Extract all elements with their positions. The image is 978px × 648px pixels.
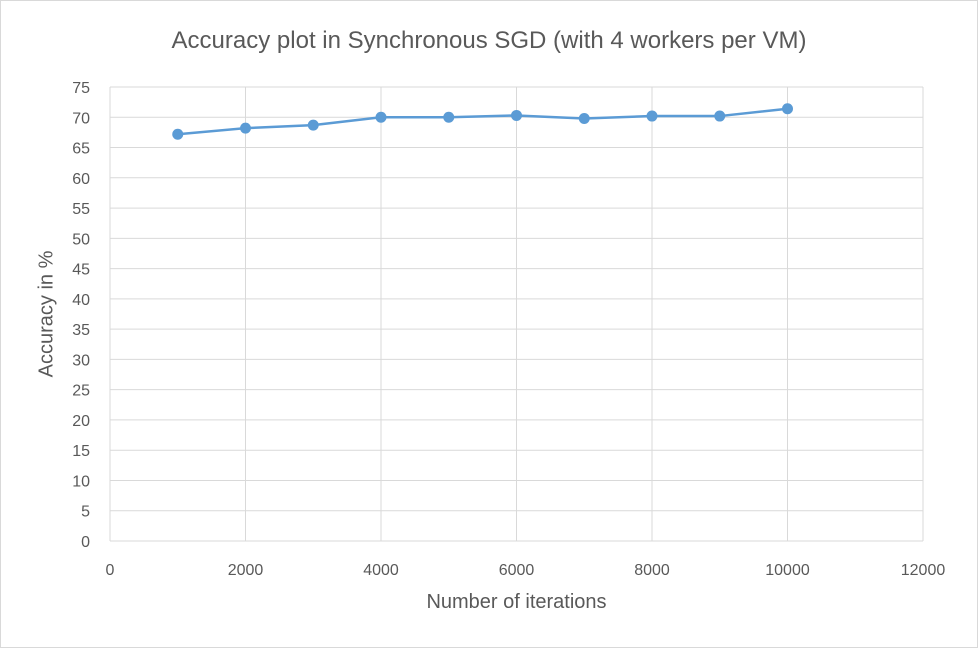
- y-tick-label: 15: [72, 443, 90, 460]
- y-tick-label: 70: [72, 110, 90, 127]
- data-point: [375, 111, 387, 123]
- x-tick-label: 12000: [901, 562, 946, 579]
- y-tick-label: 65: [72, 141, 90, 158]
- y-tick-label: 10: [72, 473, 90, 490]
- data-point: [443, 111, 455, 123]
- data-point: [578, 112, 590, 124]
- y-tick-label: 5: [81, 504, 90, 521]
- data-point: [511, 109, 522, 121]
- y-tick-label: 20: [72, 413, 90, 430]
- chart-title: Accuracy plot in Synchronous SGD (with 4…: [171, 27, 807, 54]
- y-tick-label: 35: [72, 322, 90, 339]
- series-line: [177, 107, 788, 136]
- y-tick-label: 25: [72, 383, 90, 400]
- y-tick-label: 55: [72, 201, 90, 218]
- y-tick-label: 50: [72, 231, 90, 248]
- x-tick-label: 10000: [765, 562, 810, 579]
- x-tick-label: 2000: [228, 562, 264, 579]
- y-tick-label: 75: [72, 80, 90, 97]
- y-tick-label: 60: [72, 171, 90, 188]
- x-tick-label: 8000: [634, 562, 670, 579]
- x-tick-label: 4000: [363, 562, 399, 579]
- data-point: [307, 119, 319, 131]
- y-tick-label: 45: [72, 262, 90, 279]
- y-tick-label: 30: [72, 352, 90, 369]
- data-point: [782, 103, 793, 115]
- x-tick-label: 6000: [499, 562, 535, 579]
- data-point: [240, 122, 251, 134]
- y-tick-label: 40: [72, 292, 90, 309]
- data-point: [646, 110, 658, 122]
- data-point: [714, 110, 726, 122]
- data-point: [172, 128, 184, 140]
- x-tick-label: 0: [106, 562, 115, 579]
- x-axis-label: Number of iterations: [426, 591, 607, 613]
- y-tick-label: 0: [81, 534, 90, 551]
